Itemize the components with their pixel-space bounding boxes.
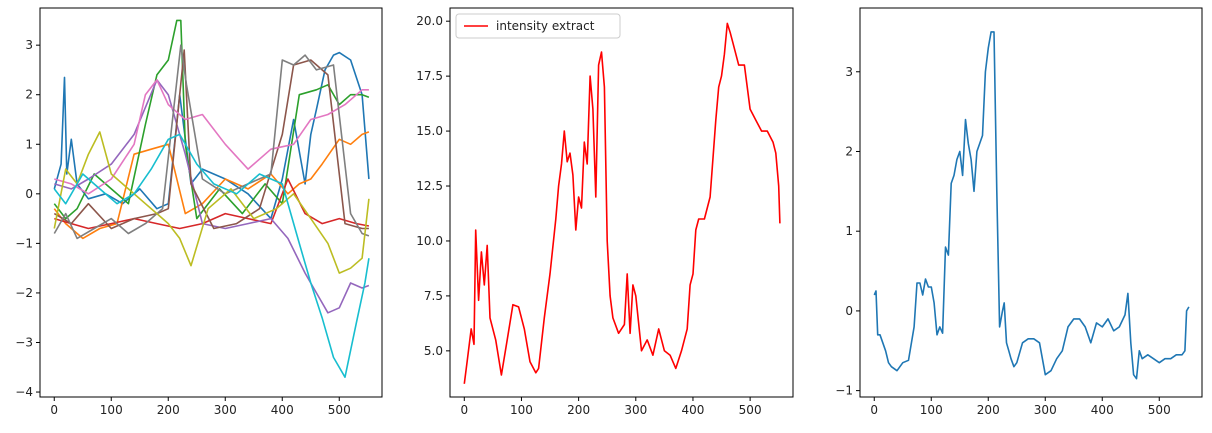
x-tick-label: 100 — [100, 403, 123, 417]
y-tick-label: 20.0 — [416, 14, 443, 28]
x-tick-label: 500 — [739, 403, 762, 417]
y-tick-label: −4 — [15, 385, 33, 399]
x-tick-label: 200 — [157, 403, 180, 417]
series-group — [53, 19, 370, 379]
x-tick-label: 400 — [271, 403, 294, 417]
series-line-6 — [53, 49, 369, 230]
series-line-7 — [54, 79, 369, 195]
x-tick-label: 400 — [682, 403, 705, 417]
y-tick-label: 12.5 — [416, 179, 443, 193]
y-tick-label: 15.0 — [416, 124, 443, 138]
x-tick-label: 200 — [567, 403, 590, 417]
y-tick-label: 0 — [25, 187, 33, 201]
y-tick-label: −3 — [15, 335, 33, 349]
x-tick-label: 0 — [50, 403, 58, 417]
x-tick-label: 300 — [214, 403, 237, 417]
x-tick-label: 100 — [920, 403, 943, 417]
x-tick-label: 400 — [1091, 403, 1114, 417]
x-tick-label: 200 — [977, 403, 1000, 417]
legend-box — [455, 13, 621, 39]
plot-frame — [859, 7, 1203, 398]
y-tick-label: −2 — [15, 286, 33, 300]
x-tick-label: 300 — [624, 403, 647, 417]
y-tick-label: 1 — [25, 137, 33, 151]
legend-label: intensity extract — [496, 19, 595, 33]
subplot-right: 0 100 200 300 400 500 −1 0 1 2 3 — [835, 7, 1203, 417]
subplot-left: 0 100 200 300 400 500 −4 −3 −2 −1 0 1 2 3 — [15, 7, 383, 417]
series-line-9 — [53, 131, 370, 274]
y-tick-label: 17.5 — [416, 69, 443, 83]
x-tick-label: 500 — [328, 403, 351, 417]
x-tick-label: 500 — [1148, 403, 1171, 417]
series-group — [873, 31, 1190, 380]
plot-frame — [39, 7, 383, 398]
series-line-8 — [53, 44, 370, 240]
series-line-3 — [53, 19, 370, 220]
subplot-middle: 0 100 200 300 400 500 5.0 7.5 10.0 12.5 15.0 17.5 20… — [416, 7, 794, 417]
series-line-1 — [463, 22, 781, 384]
x-tick-label: 0 — [870, 403, 878, 417]
y-tick-label: 1 — [845, 224, 853, 238]
series-line-4 — [54, 178, 370, 230]
series-line-1 — [873, 31, 1190, 380]
series-line-5 — [54, 79, 370, 314]
plot-frame — [449, 7, 794, 398]
series-line-2 — [53, 131, 370, 240]
y-tick-label: −1 — [15, 236, 33, 250]
y-tick-label: 7.5 — [424, 289, 443, 303]
y-tick-label: 5.0 — [424, 344, 443, 358]
y-tick-label: 2 — [25, 88, 33, 102]
series-line-1 — [53, 51, 370, 220]
y-tick-label: 2 — [845, 144, 853, 158]
series-group — [463, 22, 781, 384]
legend: intensity extract — [455, 13, 621, 39]
y-tick-label: −1 — [835, 384, 853, 398]
x-tick-label: 0 — [460, 403, 468, 417]
series-line-10 — [53, 133, 370, 379]
x-tick-label: 300 — [1034, 403, 1057, 417]
y-tick-label: 0 — [845, 304, 853, 318]
x-tick-label: 100 — [510, 403, 533, 417]
y-tick-label: 3 — [25, 38, 33, 52]
y-tick-label: 3 — [845, 65, 853, 79]
y-tick-label: 10.0 — [416, 234, 443, 248]
